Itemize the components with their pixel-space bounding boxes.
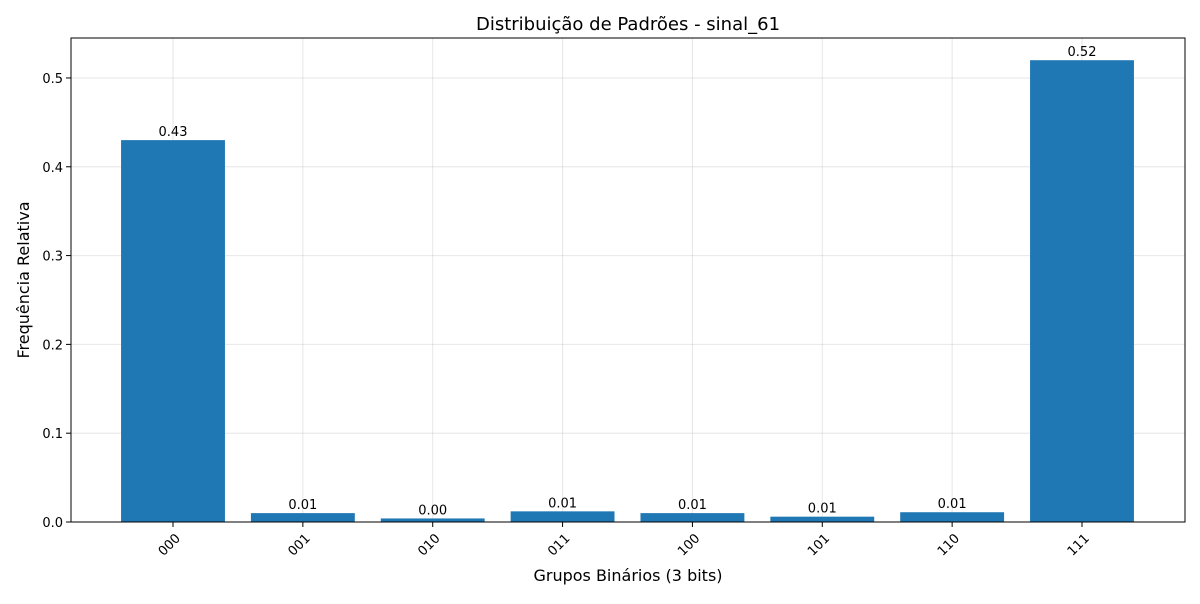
bar <box>640 513 745 522</box>
bar <box>510 511 615 522</box>
bar-value-label: 0.01 <box>938 497 967 512</box>
y-tick-label: 0.2 <box>42 338 63 353</box>
x-tick-label: 011 <box>545 531 573 559</box>
plot-area-frame <box>70 37 1186 523</box>
y-tick-label: 0.5 <box>42 72 63 87</box>
bar-value-label: 0.43 <box>159 125 188 140</box>
x-tick-label: 111 <box>1065 531 1093 559</box>
x-axis-label: Grupos Binários (3 bits) <box>533 566 722 585</box>
x-tick-label: 000 <box>156 531 184 559</box>
grid-layer <box>71 38 1185 523</box>
bar-value-label: 0.01 <box>808 502 837 517</box>
y-axis-label: Frequência Relativa <box>14 201 33 358</box>
x-tick-label: 101 <box>805 531 833 559</box>
bar-value-label: 0.00 <box>418 503 447 518</box>
bar-value-label: 0.01 <box>548 496 577 511</box>
bar <box>121 140 225 523</box>
y-tick-label: 0.4 <box>42 161 63 176</box>
y-tick-label: 0.1 <box>42 427 63 442</box>
data-labels-layer: 0.43 0.01 0.00 0.01 0.01 0.01 0.01 0.52 <box>159 45 1097 518</box>
bar <box>250 513 355 522</box>
bar <box>1030 60 1134 522</box>
x-tick-label: 010 <box>415 531 443 559</box>
bar-value-label: 0.01 <box>678 498 707 513</box>
bar <box>380 518 485 522</box>
x-tick-label: 100 <box>675 531 703 559</box>
bars-layer <box>121 60 1134 523</box>
bar-value-label: 0.52 <box>1068 45 1097 60</box>
bar-value-label: 0.01 <box>288 498 317 513</box>
chart-title: Distribuição de Padrões - sinal_61 <box>476 14 780 35</box>
bar <box>900 512 1005 522</box>
y-tick-label: 0.3 <box>42 250 63 265</box>
y-tick-label: 0.0 <box>42 516 63 531</box>
x-tick-label: 001 <box>286 531 314 559</box>
bar <box>770 516 875 522</box>
x-tick-label: 110 <box>935 531 963 559</box>
